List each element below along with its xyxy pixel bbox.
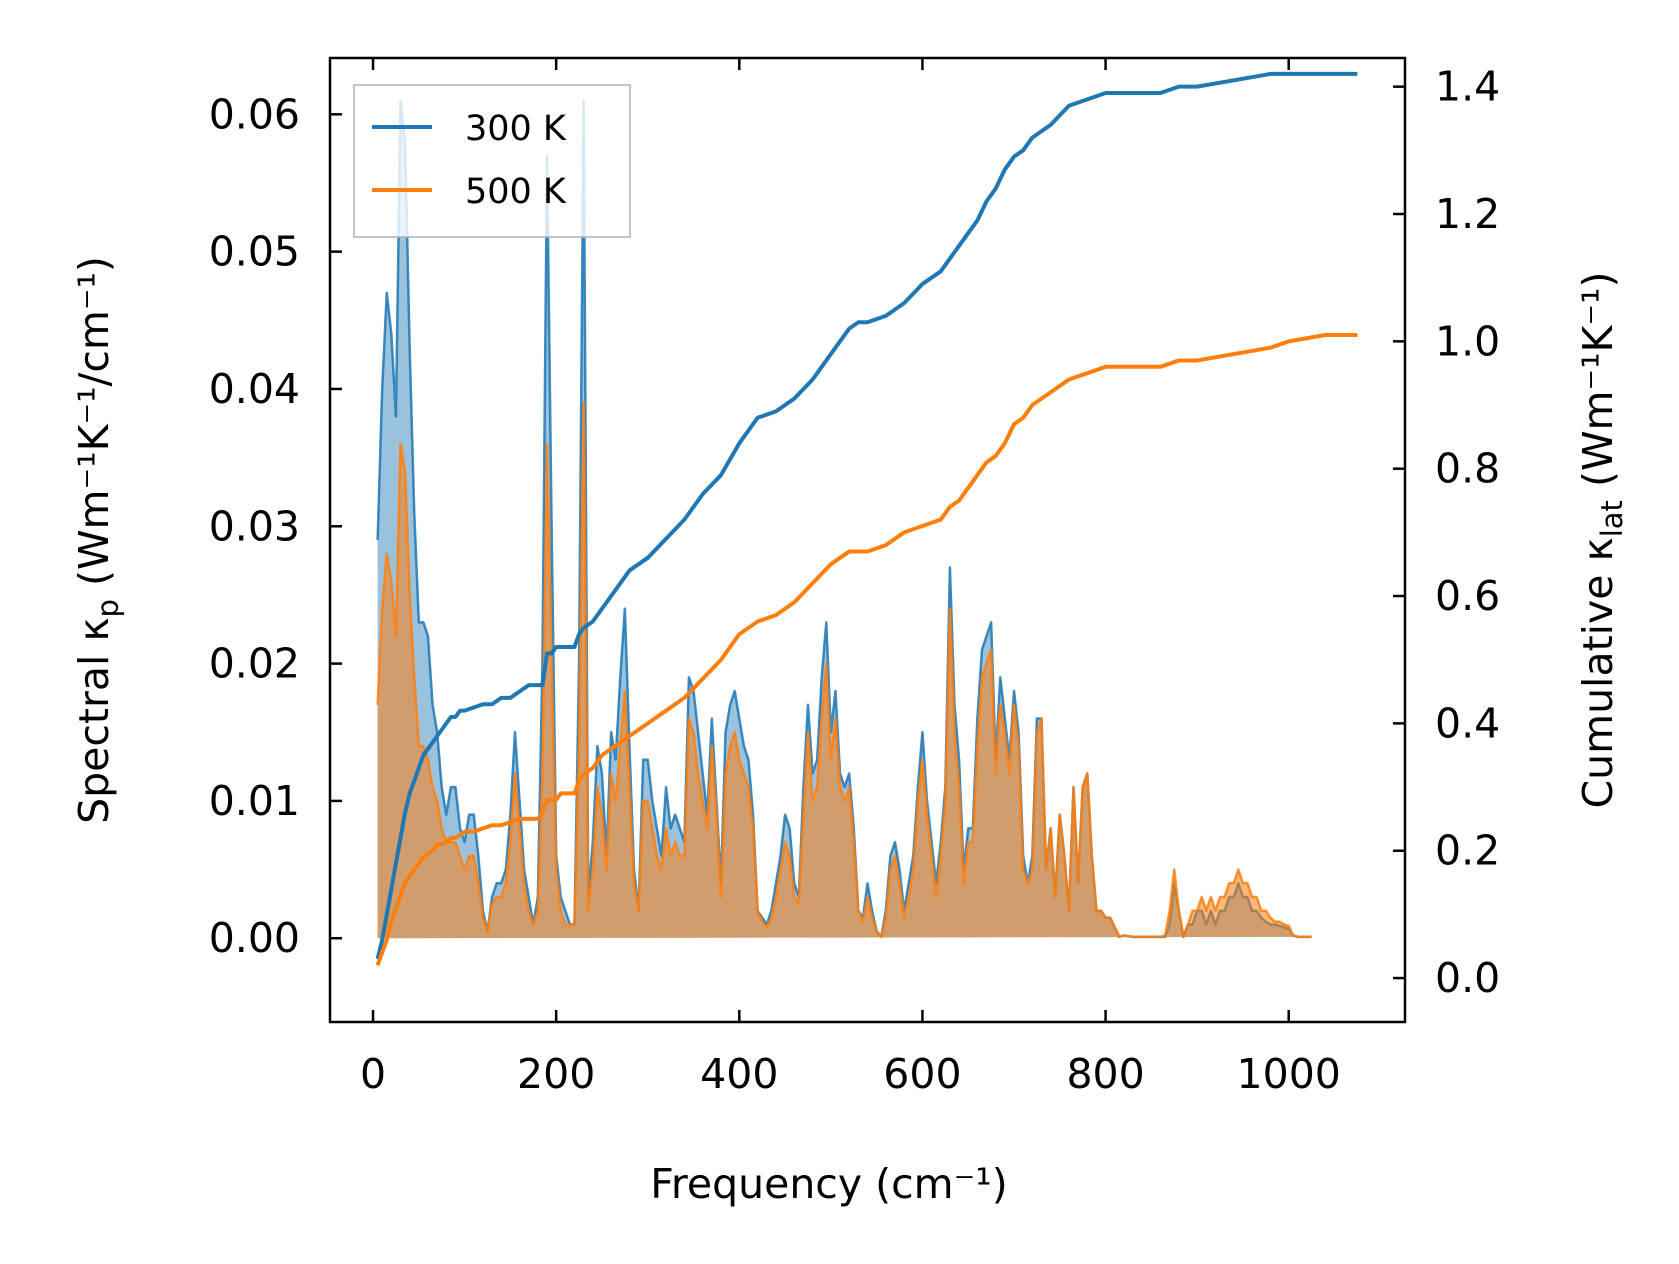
y-left-tick-label: 0.01	[209, 777, 300, 825]
legend-box	[353, 84, 631, 238]
spectral-line-500k	[376, 401, 1312, 939]
legend: 300 K 500 K	[353, 84, 631, 238]
y-right-tick-label: 0.8	[1435, 445, 1500, 493]
y-right-label-units: (Wm⁻¹K⁻¹)	[1574, 272, 1622, 501]
spectral-area-300k	[377, 100, 1312, 939]
y-axis-left-label: Spectral κp (Wm⁻¹K⁻¹/cm⁻¹)	[70, 256, 125, 824]
x-axis-label: Frequency (cm⁻¹)	[650, 1160, 1007, 1208]
y-left-tick-label: 0.03	[209, 502, 300, 550]
y-right-label-sub: lat	[1595, 500, 1629, 537]
y-right-tick-label: 1.4	[1435, 63, 1500, 111]
lines-layer	[375, 71, 1358, 967]
x-tick-label: 0	[360, 1050, 386, 1098]
y-right-tick-label: 0.2	[1435, 827, 1500, 875]
x-tick-label: 200	[517, 1050, 595, 1098]
axes-frame	[328, 56, 1407, 1024]
y-left-tick-label: 0.00	[209, 914, 300, 962]
x-tick-label: 600	[883, 1050, 961, 1098]
y-right-tick-label: 1.2	[1435, 190, 1500, 238]
y-left-tick-label: 0.05	[209, 228, 300, 276]
x-tick-label: 400	[700, 1050, 778, 1098]
y-axis-right-label: Cumulative κlat (Wm⁻¹K⁻¹)	[1574, 272, 1629, 809]
cumulative-line-500k	[375, 332, 1358, 967]
x-tick-label: 800	[1066, 1050, 1144, 1098]
y-left-tick-label: 0.02	[209, 640, 300, 688]
legend-label-300k: 300 K	[465, 109, 567, 149]
plot-area	[375, 71, 1358, 967]
ticks-layer: 0 200 400 600 800 1000 0.00 0.01 0.02 0.03 0.04 0.0…	[209, 58, 1500, 1098]
cumulative-line-300k	[375, 71, 1358, 960]
fills-layer	[376, 99, 1312, 939]
y-left-label-sub: p	[91, 599, 125, 617]
y-right-tick-label: 0.0	[1435, 954, 1500, 1002]
y-right-tick-label: 1.0	[1435, 317, 1500, 365]
y-left-tick-label: 0.06	[209, 90, 300, 138]
y-right-tick-label: 0.6	[1435, 572, 1500, 620]
y-right-label-base: Cumulative κ	[1574, 537, 1622, 808]
spectral-area-500k	[377, 402, 1312, 939]
y-right-tick-label: 0.4	[1435, 699, 1500, 747]
y-left-tick-label: 0.04	[209, 365, 300, 413]
legend-label-500k: 500 K	[465, 172, 567, 212]
y-left-label-base: Spectral κ	[70, 617, 118, 823]
y-left-label-units: (Wm⁻¹K⁻¹/cm⁻¹)	[70, 256, 118, 599]
x-tick-label: 1000	[1237, 1050, 1341, 1098]
